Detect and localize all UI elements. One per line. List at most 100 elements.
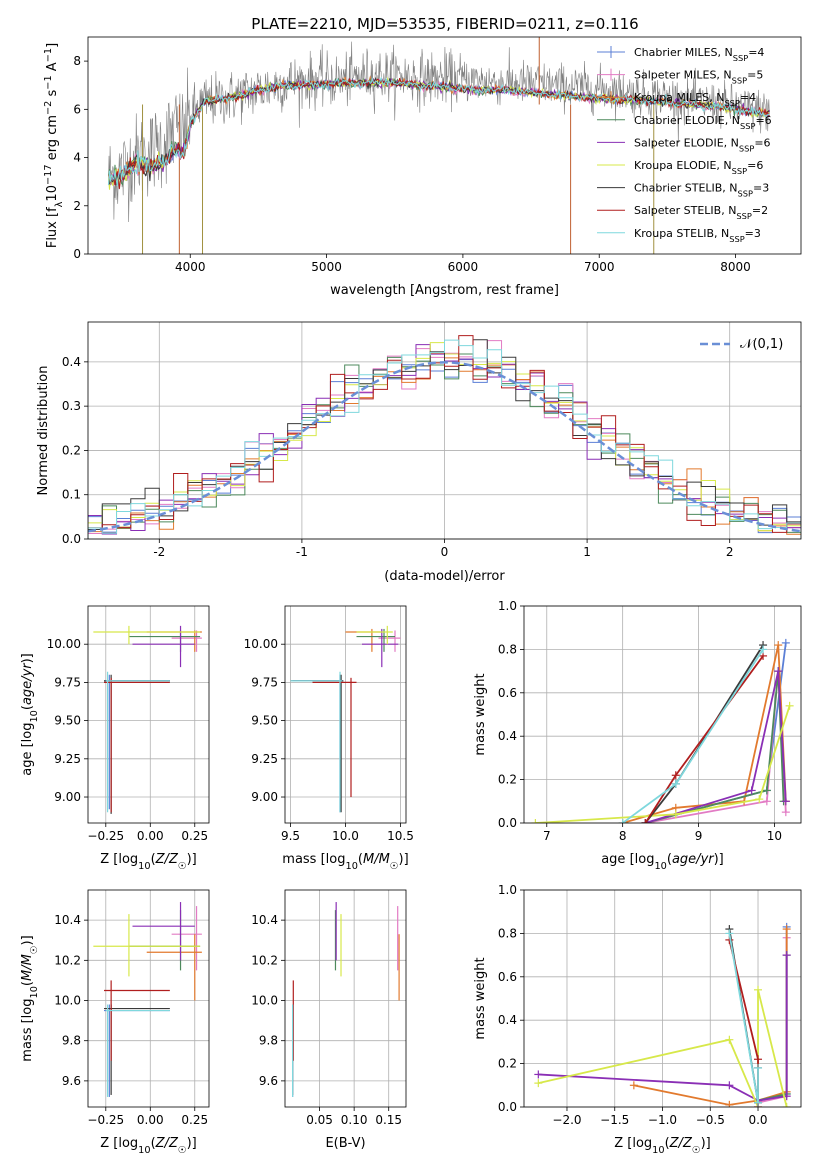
mass-weight-vs-age-panel: 7 8 9 10 0.0 0.2 0.4 0.6 0.8 1.0 age [log10(age/yr… (473, 599, 802, 872)
x-tick-label: 10.5 (387, 829, 414, 843)
x-axis-label: Z [log10(Z/Z☉)] (614, 1136, 711, 1156)
x-tick-label: 9 (695, 829, 703, 843)
figure-title: PLATE=2210, MJD=53535, FIBERID=0211, z=0… (251, 15, 638, 33)
residual-histogram-step (88, 339, 801, 539)
x-tick-label: 0.0 (748, 1113, 767, 1127)
y-tick-label: 0.4 (498, 729, 517, 743)
x-tick-label: 10.0 (332, 829, 359, 843)
y-tick-label: 9.25 (251, 752, 278, 766)
y-tick-label: 0.2 (498, 773, 517, 787)
legend-label: Kroupa STELIB, NSSP=3 (634, 227, 761, 244)
y-axis-label: Normed distribution (36, 366, 51, 496)
x-tick-label: 0.10 (341, 1113, 368, 1127)
x-tick-label: −1.0 (648, 1113, 677, 1127)
axes-frame (87, 321, 802, 540)
plot-area (531, 638, 794, 823)
x-axis-label: wavelength [Angstrom, rest frame] (330, 283, 559, 298)
y-tick-label: 4 (73, 151, 81, 165)
age-vs-mass-panel: 9.5 10.0 10.5 9.00 9.25 9.50 9.75 10.00 mass [lo… (244, 605, 414, 872)
legend-label: Salpeter STELIB, NSSP=2 (634, 204, 768, 221)
y-tick-label: 9.50 (54, 714, 81, 728)
y-tick-label: 10.4 (251, 913, 278, 927)
y-tick-label: 9.8 (259, 1034, 278, 1048)
legend-label: Salpeter ELODIE, NSSP=6 (634, 136, 771, 153)
x-tick-label: −0.25 (87, 1113, 124, 1127)
y-tick-label: 0.6 (498, 970, 517, 984)
legend-label: Chabrier MILES, NSSP=4 (634, 46, 764, 63)
y-tick-label: 9.00 (251, 790, 278, 804)
y-tick-label: 6 (73, 102, 81, 116)
y-tick-label: 9.6 (259, 1074, 278, 1088)
legend-label: Kroupa ELODIE, NSSP=6 (634, 159, 763, 176)
y-tick-label: 9.00 (54, 790, 81, 804)
y-tick-label: 0.0 (62, 532, 81, 546)
mass-weight-line (535, 705, 791, 823)
mass-weight-line (645, 670, 787, 823)
x-axis-label: Z [log10(Z/Z☉)] (100, 852, 197, 872)
x-tick-label: 0 (441, 545, 449, 559)
legend-label: Kroupa MILES, NSSP=4 (634, 91, 756, 108)
y-tick-label: 1.0 (498, 883, 517, 897)
x-tick-label: 4000 (175, 260, 206, 274)
x-tick-label: 10 (767, 829, 782, 843)
y-tick-label: 0.2 (498, 1057, 517, 1071)
y-tick-label: 0.8 (498, 926, 517, 940)
axes-frame (284, 605, 407, 824)
y-tick-label: 9.6 (62, 1074, 81, 1088)
x-tick-label: −1.5 (600, 1113, 629, 1127)
y-tick-label: 0.1 (62, 488, 81, 502)
x-tick-label: 0.00 (137, 829, 164, 843)
x-tick-label: −2.0 (552, 1113, 581, 1127)
y-tick-label: 0.0 (498, 1100, 517, 1114)
x-tick-label: -2 (153, 545, 165, 559)
legend-label: Chabrier STELIB, NSSP=3 (634, 182, 769, 199)
model-spectrum-line (107, 76, 770, 186)
y-tick-label: 0.4 (498, 1013, 517, 1027)
x-tick-label: 7 (543, 829, 551, 843)
y-tick-label: 0.8 (498, 642, 517, 656)
axes-frame (523, 889, 802, 1108)
y-axis-label: mass weight (473, 673, 488, 755)
normal-distribution-curve (88, 361, 801, 533)
x-tick-label: 8000 (720, 260, 751, 274)
x-tick-label: 5000 (311, 260, 342, 274)
x-axis-label: Z [log10(Z/Z☉)] (100, 1136, 197, 1156)
x-tick-label: -1 (296, 545, 308, 559)
x-axis-label: E(B-V) (325, 1136, 365, 1151)
mass-weight-vs-metallicity-panel: −2.0 −1.5 −1.0 −0.5 0.0 0.0 0.2 0.4 0.6 0.8 1.0 Z [… (473, 883, 802, 1156)
x-tick-label: 8 (619, 829, 627, 843)
x-tick-label: 1 (583, 545, 591, 559)
y-tick-label: 10.2 (251, 953, 278, 967)
x-axis-label: (data-model)/error (384, 569, 505, 584)
axes-frame (87, 605, 210, 824)
x-tick-label: 0.05 (306, 1113, 333, 1127)
plot-area (292, 902, 400, 1097)
y-tick-label: 9.75 (251, 675, 278, 689)
mass-weight-line (538, 989, 788, 1107)
y-tick-label: 2 (73, 199, 81, 213)
y-axis-label: mass [log10(M/M☉)] (20, 935, 40, 1061)
y-tick-label: 0.3 (62, 399, 81, 413)
plot-area (290, 625, 401, 813)
legend-label: Chabrier ELODIE, NSSP=6 (634, 114, 772, 131)
y-tick-label: 8 (73, 54, 81, 68)
residual-histogram-step (88, 335, 801, 539)
y-tick-label: 0.6 (498, 686, 517, 700)
y-tick-label: 9.75 (54, 675, 81, 689)
legend-label: 𝒩(0,1) (740, 337, 783, 352)
y-axis-label: Flux [fλ10−17 erg cm−2 s−1 A−1] (43, 43, 65, 248)
axes-frame (284, 889, 407, 1108)
x-tick-label: 2 (726, 545, 734, 559)
x-tick-label: 0.25 (181, 829, 208, 843)
y-tick-label: 0.0 (498, 816, 517, 830)
y-tick-label: 9.50 (251, 714, 278, 728)
x-tick-label: −0.25 (87, 829, 124, 843)
y-tick-label: 10.0 (54, 994, 81, 1008)
legend-label: Salpeter MILES, NSSP=5 (634, 69, 763, 86)
y-tick-label: 10.0 (251, 994, 278, 1008)
age-vs-metallicity-panel: −0.25 0.00 0.25 9.00 9.25 9.50 9.75 10.00 Z [log… (20, 605, 210, 872)
y-tick-label: 0.2 (62, 443, 81, 457)
y-axis-label: age [log10(age/yr)] (20, 653, 40, 776)
x-tick-label: 6000 (448, 260, 479, 274)
plot-area (93, 902, 202, 1097)
